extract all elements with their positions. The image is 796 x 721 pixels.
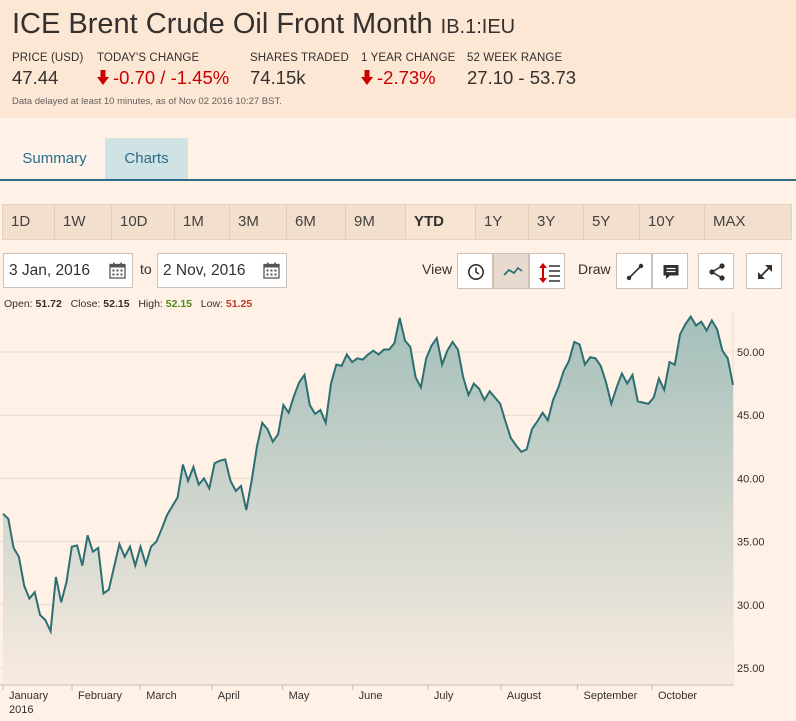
mountain-chart-icon (503, 266, 523, 276)
period-ytd[interactable]: YTD (406, 205, 476, 239)
x-tick-label: April (218, 690, 240, 702)
x-tick-label: July (434, 690, 454, 702)
down-arrow-icon (361, 70, 373, 85)
high-label: High: (138, 298, 163, 310)
x-year-label: 2016 (9, 704, 33, 716)
price-area (3, 316, 733, 685)
shares-traded-value: 74.15k (250, 67, 306, 88)
x-tick-label: January (9, 690, 49, 702)
x-tick-label: February (78, 690, 123, 702)
x-tick-label: June (359, 690, 383, 702)
52-week-range-stat: 52 WEEK RANGE 27.10 - 53.73 (467, 52, 576, 89)
quote-header: ICE Brent Crude Oil Front Month IB.1:IEU … (0, 0, 796, 118)
y-tick-label: 45.00 (737, 410, 765, 422)
annotation-icon (663, 265, 679, 279)
shares-traded-stat: SHARES TRADED 74.15k (250, 52, 349, 89)
instrument-name: ICE Brent Crude Oil Front Month (12, 8, 433, 40)
from-date-field[interactable]: 3 Jan, 2016 (3, 253, 133, 288)
shares-traded-label: SHARES TRADED (250, 52, 349, 64)
calendar-icon[interactable] (109, 262, 126, 279)
tab-summary[interactable]: Summary (4, 138, 105, 180)
chart-panel: 1D 1W 10D 1M 3M 6M 9M YTD 1Y 3Y 5Y 10Y MAX 3 Jan, 20… (0, 181, 796, 721)
page-title: ICE Brent Crude Oil Front Month IB.1:IEU (12, 8, 515, 41)
tab-underline (0, 179, 796, 181)
open-label: Open: (4, 298, 33, 310)
ohlc-readout: Open: 51.72 Close: 52.15 High: 52.15 Low… (4, 298, 252, 310)
price-value: 47.44 (12, 67, 59, 88)
period-1w[interactable]: 1W (55, 205, 112, 239)
y-tick-label: 30.00 (737, 600, 765, 612)
y-tick-label: 35.00 (737, 537, 765, 549)
clock-icon (468, 264, 484, 280)
x-tick-label: August (507, 690, 541, 702)
todays-change-value: -0.70 / -1.45% (113, 67, 230, 88)
x-tick-label: May (289, 690, 310, 702)
close-value: 52.15 (103, 298, 130, 310)
time-view-button[interactable] (457, 253, 493, 289)
y-tick-label: 25.00 (737, 663, 765, 675)
y-tick-label: 40.00 (737, 473, 765, 485)
draw-line-button[interactable] (616, 253, 652, 289)
period-10d[interactable]: 10D (112, 205, 175, 239)
period-max[interactable]: MAX (713, 213, 746, 230)
line-draw-icon (626, 263, 644, 281)
52-week-range-label: 52 WEEK RANGE (467, 52, 563, 64)
price-label: PRICE (USD) (12, 52, 84, 64)
price-stat: PRICE (USD) 47.44 (12, 52, 83, 89)
indicators-icon (539, 263, 560, 283)
period-10y[interactable]: 10Y (640, 205, 705, 239)
share-button[interactable] (698, 253, 734, 289)
annotate-button[interactable] (652, 253, 688, 289)
tab-charts[interactable]: Charts (105, 138, 188, 180)
y-tick-label: 50.00 (737, 347, 765, 359)
period-1y[interactable]: 1Y (476, 205, 529, 239)
from-date-value: 3 Jan, 2016 (9, 262, 91, 279)
period-3y[interactable]: 3Y (529, 205, 584, 239)
view-label: View (422, 261, 453, 277)
close-label: Close: (70, 298, 101, 310)
period-3m[interactable]: 3M (230, 205, 287, 239)
low-label: Low: (200, 298, 223, 310)
period-selector: 1D 1W 10D 1M 3M 6M 9M YTD 1Y 3Y 5Y 10Y MAX (2, 204, 792, 240)
period-9m[interactable]: 9M (346, 205, 406, 239)
one-year-change-value: -2.73% (377, 67, 436, 88)
todays-change-label: TODAY'S CHANGE (97, 52, 200, 64)
52-week-range-value: 27.10 - 53.73 (467, 67, 577, 88)
period-1m[interactable]: 1M (175, 205, 230, 239)
todays-change-stat: TODAY'S CHANGE -0.70 / -1.45% (97, 52, 229, 89)
to-label: to (140, 261, 152, 277)
share-icon (709, 263, 725, 281)
low-value: 51.25 (225, 298, 253, 310)
one-year-change-stat: 1 YEAR CHANGE -2.73% (361, 52, 455, 89)
data-delay-note: Data delayed at least 10 minutes, as of … (12, 96, 282, 107)
calendar-icon[interactable] (263, 262, 280, 279)
x-tick-label: October (658, 690, 697, 702)
one-year-change-row: -2.73% (361, 67, 455, 89)
fullscreen-button[interactable] (746, 253, 782, 289)
period-1d[interactable]: 1D (3, 205, 55, 239)
section-tabs: Summary Charts (0, 138, 796, 180)
period-6m[interactable]: 6M (287, 205, 346, 239)
x-tick-label: September (584, 690, 638, 702)
price-chart[interactable]: 25.00 30.00 35.00 40.00 45.00 50.00 January Fe… (0, 312, 796, 721)
price-line (2, 314, 734, 636)
period-5y[interactable]: 5Y (584, 205, 640, 239)
to-date-value: 2 Nov, 2016 (163, 262, 246, 279)
indicators-button[interactable] (529, 253, 565, 289)
x-tick-label: March (146, 690, 177, 702)
high-value: 52.15 (165, 298, 193, 310)
expand-icon (758, 265, 772, 279)
ticker-symbol: IB.1:IEU (440, 16, 516, 38)
open-value: 51.72 (35, 298, 62, 310)
to-date-field[interactable]: 2 Nov, 2016 (157, 253, 287, 288)
one-year-change-label: 1 YEAR CHANGE (361, 52, 456, 64)
draw-label: Draw (578, 261, 611, 277)
down-arrow-icon (97, 70, 109, 85)
chart-style-button[interactable] (493, 253, 529, 289)
todays-change-row: -0.70 / -1.45% (97, 67, 229, 89)
